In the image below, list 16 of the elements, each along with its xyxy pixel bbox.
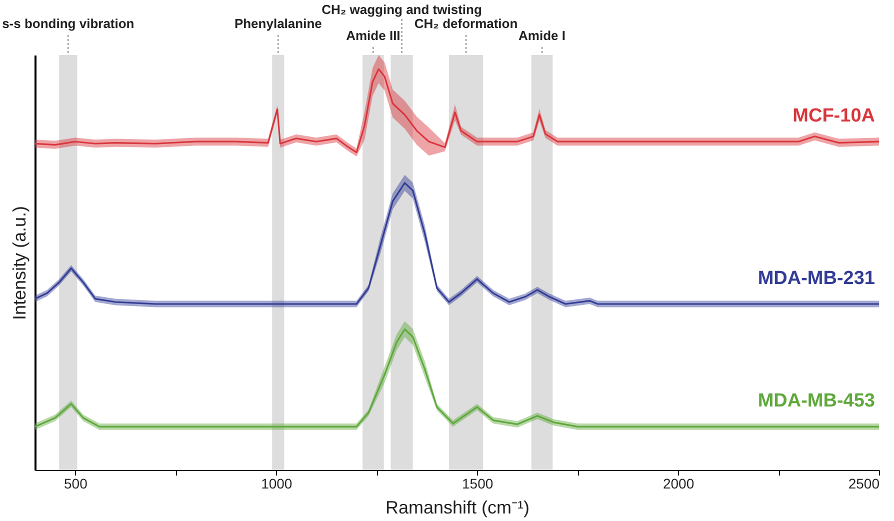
x-tick-label: 500 [64, 476, 88, 492]
x-tick-label: 2000 [662, 476, 694, 492]
x-tick-label: 1500 [462, 476, 494, 492]
y-axis-title: Intensity (a.u.) [10, 206, 30, 320]
series-label: MCF-10A [792, 106, 876, 127]
band-label: Amide I [518, 28, 566, 43]
series-label: MDA-MB-453 [758, 390, 875, 412]
band-label: Phenylalanine [234, 16, 322, 31]
x-tick-label: 2500 [848, 476, 880, 492]
band-label: CH₂ wagging and twisting [322, 2, 482, 17]
band-label: CH₂ deformation [414, 16, 518, 31]
x-tick-label: 1000 [261, 476, 292, 492]
band-label: s-s bonding vibration [2, 16, 134, 31]
series-label: MDA-MB-231 [758, 268, 876, 289]
band-label: Amide III [346, 28, 400, 43]
x-axis-title: Ramanshift (cm⁻¹) [385, 498, 530, 518]
